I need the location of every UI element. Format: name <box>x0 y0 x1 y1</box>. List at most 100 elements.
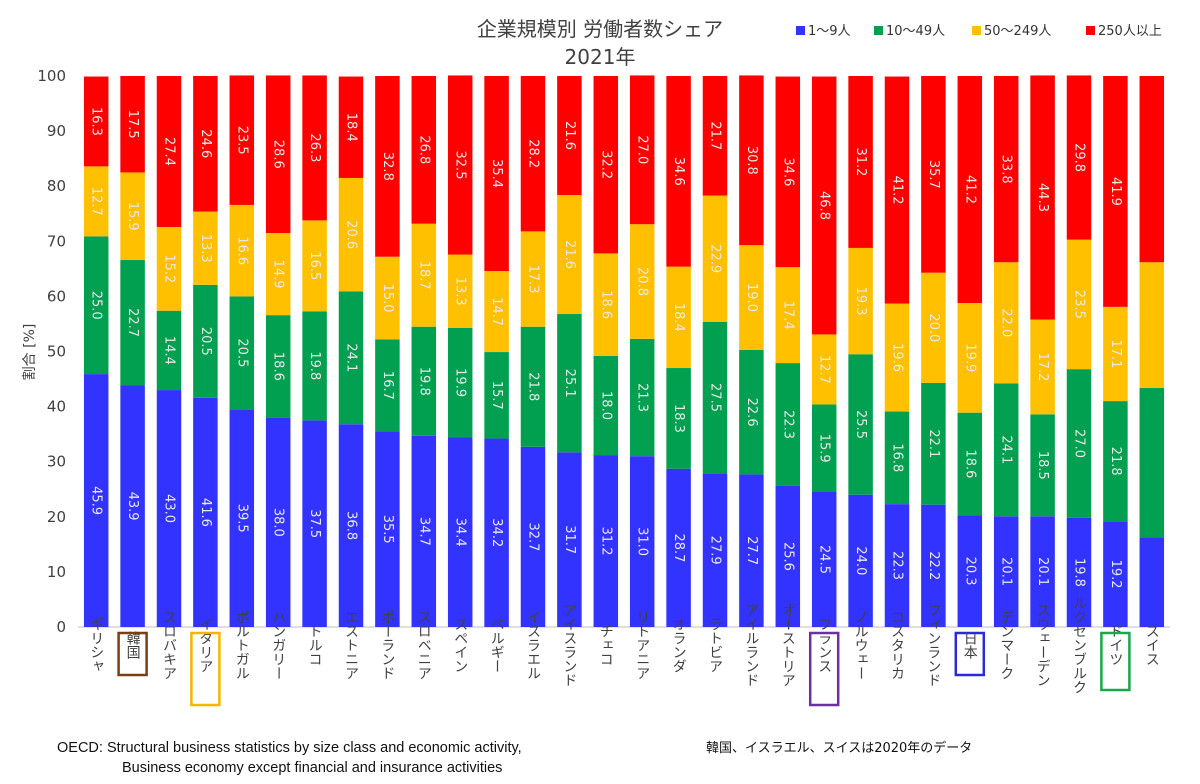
bar-segment <box>1066 369 1092 518</box>
bar-segment <box>411 76 437 224</box>
bar-segment <box>1139 537 1165 627</box>
x-tick-label: 日本 <box>962 631 978 659</box>
bar-value-label: 38.0 <box>271 508 286 537</box>
bar-value-label: 17.2 <box>1035 352 1050 381</box>
y-tick-label: 0 <box>56 618 66 636</box>
bar-segment <box>302 420 327 627</box>
bar-segment <box>1030 75 1055 320</box>
bar-value-label: 20.3 <box>962 557 977 586</box>
bar-value-label: 35.4 <box>489 159 504 188</box>
bar-value-label: 26.8 <box>416 135 431 164</box>
bar-segment <box>1103 521 1128 627</box>
bar-segment <box>375 339 400 432</box>
bar-segment <box>447 75 473 255</box>
bar-segment <box>520 446 546 627</box>
bar-value-label: 34.4 <box>453 518 468 547</box>
bar-segment <box>156 76 182 227</box>
bar-segment <box>702 195 728 322</box>
y-tick-label: 100 <box>37 67 66 85</box>
x-tick-label: ルクセンブルク <box>1071 596 1087 694</box>
bar-segment <box>557 76 582 196</box>
bar-segment <box>1066 75 1092 240</box>
bar-value-label: 22.2 <box>926 551 941 580</box>
bar-value-label: 34.6 <box>780 157 795 186</box>
bar-segment <box>993 262 1019 384</box>
bar-value-label: 18.6 <box>598 290 613 319</box>
bar-value-label: 14.7 <box>489 297 504 326</box>
bar-value-label: 24.0 <box>853 546 868 575</box>
bar-value-label: 32.7 <box>526 522 541 551</box>
bar-segment <box>484 76 509 272</box>
bar-segment <box>593 76 619 254</box>
bar-segment <box>411 326 437 436</box>
bar-segment <box>593 253 619 356</box>
bar-segment <box>811 76 837 335</box>
bar-value-label: 41.2 <box>962 175 977 204</box>
bar-segment <box>884 303 910 412</box>
x-tick-label: ハンガリー <box>270 610 286 680</box>
bar-value-label: 18.4 <box>671 303 686 332</box>
chart-legend: 1〜9人 10〜49人 50〜249人 250人以上 <box>796 24 1162 39</box>
chart-title-line-1: 企業規模別 労働者数シェア <box>477 17 723 41</box>
bar-value-label: 29.8 <box>1072 143 1087 172</box>
bar-segment <box>338 177 364 292</box>
bar-segment <box>338 76 364 178</box>
bar-value-label: 35.5 <box>380 515 395 544</box>
bar-segment <box>447 437 473 627</box>
bar-value-label: 18.4 <box>344 113 359 142</box>
bar-value-label: 32.2 <box>598 150 613 179</box>
bar-value-label: 45.9 <box>89 486 104 515</box>
y-tick-label: 80 <box>47 177 66 195</box>
legend-swatch <box>1086 26 1095 35</box>
bar-value-label: 23.5 <box>234 126 249 155</box>
bar-segment <box>993 76 1019 263</box>
bar-segment <box>957 76 983 304</box>
bar-value-label: 34.7 <box>416 517 431 546</box>
bar-segment <box>229 204 255 297</box>
bar-segment <box>193 76 218 212</box>
bar-segment <box>957 412 983 516</box>
bar-segment <box>702 321 728 474</box>
legend-entry: 10〜49人 <box>886 24 945 39</box>
bar-value-label: 32.5 <box>453 151 468 180</box>
bar-value-label: 31.0 <box>635 527 650 556</box>
bar-segment <box>775 267 801 364</box>
x-tick-label: フランス <box>816 617 832 673</box>
bar-segment <box>993 383 1019 517</box>
bar-segment <box>557 452 582 627</box>
y-tick-label: 10 <box>47 563 66 581</box>
bar-segment <box>957 303 983 413</box>
bar-value-label: 18.5 <box>1035 451 1050 480</box>
bar-segment <box>484 271 509 353</box>
x-tick-label: ベルギー <box>489 617 505 673</box>
bar-value-label: 25.5 <box>853 410 868 439</box>
bar-segment <box>193 284 218 398</box>
bar-segment <box>848 494 873 627</box>
bar-value-label: 41.9 <box>1108 177 1123 206</box>
bar-segment <box>993 516 1019 627</box>
bar-value-label: 46.8 <box>817 191 832 220</box>
bar-segment <box>666 266 691 369</box>
bar-segment <box>193 211 218 285</box>
bar-segment <box>629 224 655 339</box>
bar-segment <box>302 220 327 312</box>
bar-segment <box>811 404 837 493</box>
bar-segment <box>775 485 801 627</box>
bar-value-label: 22.3 <box>780 410 795 439</box>
bar-segment <box>193 397 218 627</box>
bar-segment <box>921 272 946 383</box>
bar-value-label: 19.9 <box>453 368 468 397</box>
bar-value-label: 25.0 <box>89 291 104 320</box>
bar-segment <box>302 311 327 421</box>
bar-segment <box>811 492 837 627</box>
bar-segment <box>375 431 400 627</box>
x-tick-label: イスラエル <box>525 610 541 680</box>
bar-value-label: 43.9 <box>125 492 140 521</box>
bar-value-label: 19.8 <box>1072 558 1087 587</box>
bar-segment <box>229 75 255 205</box>
bar-segment <box>1030 414 1055 517</box>
x-tick-label: ラトビア <box>707 617 723 673</box>
bar-segment <box>884 76 910 304</box>
bar-value-label: 22.1 <box>926 429 941 458</box>
bar-segment <box>666 368 691 469</box>
